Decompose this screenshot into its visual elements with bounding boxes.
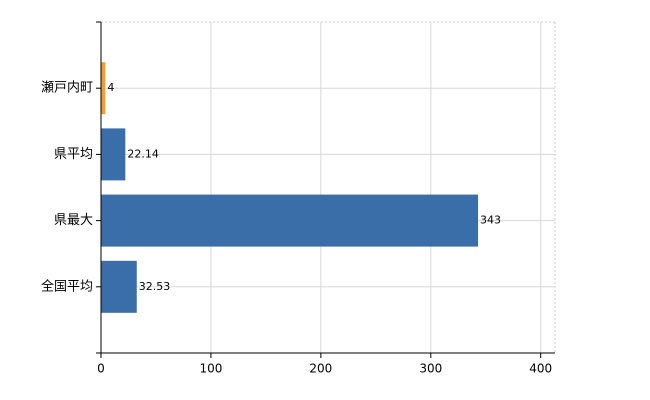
bar (101, 128, 126, 181)
bar (101, 62, 106, 115)
y-tick-label: 県最大 (54, 213, 93, 228)
x-tick-label: 100 (199, 362, 222, 376)
x-tick-label: 0 (97, 362, 105, 376)
x-tick-label: 400 (529, 362, 552, 376)
y-tick-label: 県平均 (54, 147, 93, 162)
value-label: 32.53 (139, 280, 171, 293)
x-tick-label: 200 (309, 362, 332, 376)
bar (101, 194, 479, 247)
x-tick-label: 300 (419, 362, 442, 376)
value-label: 4 (107, 81, 114, 94)
value-label: 22.14 (127, 147, 159, 160)
value-label: 343 (480, 214, 501, 227)
y-tick-label: 全国平均 (41, 278, 93, 294)
bar (101, 260, 137, 313)
y-tick-label: 瀬戸内町 (41, 80, 93, 96)
